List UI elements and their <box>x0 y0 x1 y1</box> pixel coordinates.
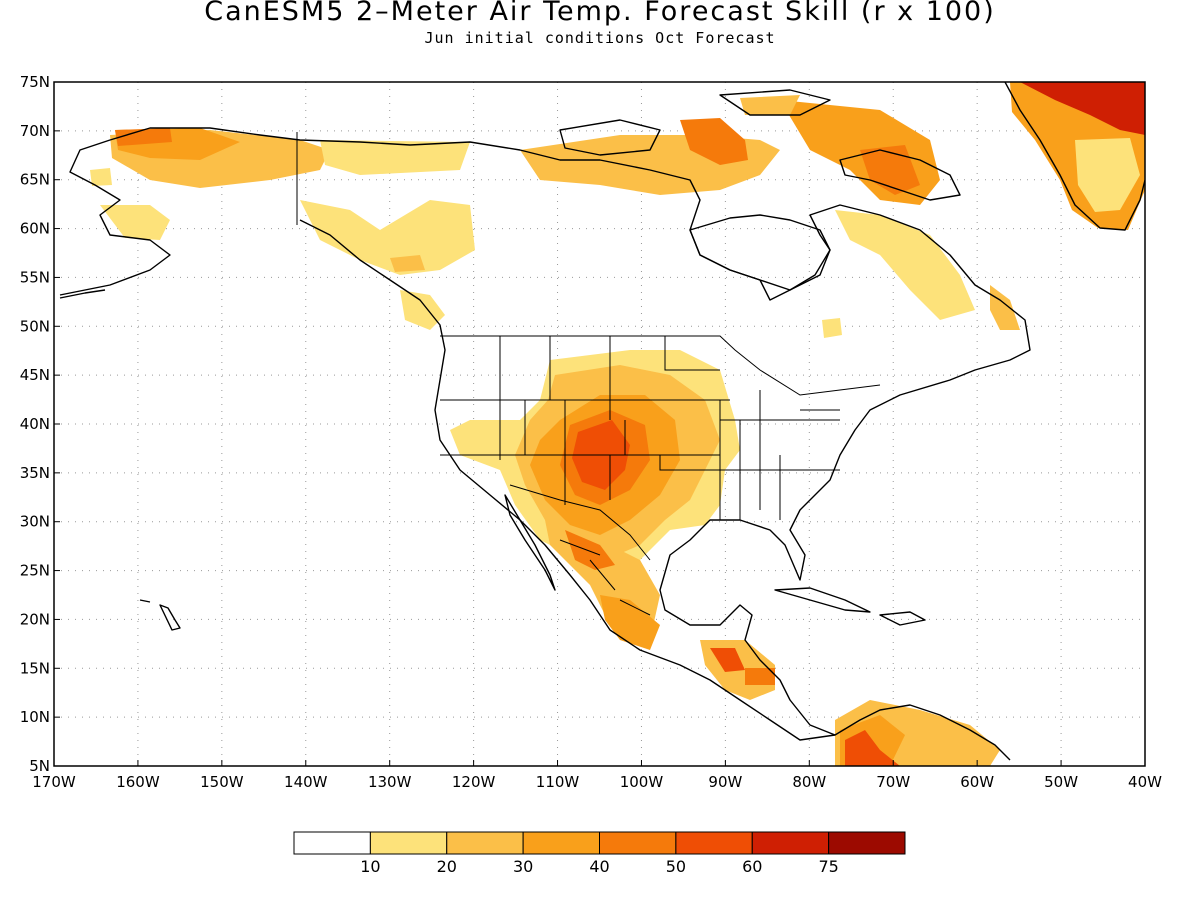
victoria-island <box>559 119 661 156</box>
hudson-spot-skill <box>822 318 842 338</box>
lon-label: 120W <box>452 773 496 791</box>
ellesmere-island <box>719 89 831 116</box>
yukon-skill <box>300 200 475 275</box>
lat-label: 25N <box>20 562 50 580</box>
alaska-sw-skill <box>100 205 170 240</box>
colorbar-label: 20 <box>437 857 457 876</box>
beaufort-skill <box>320 140 470 175</box>
hispaniola <box>879 611 926 626</box>
lon-label: 160W <box>116 773 160 791</box>
latitude-labels: 75N 70N 65N 60N 55N 50N 45N 40N 35N 30N 25N 20N 15N 1… <box>20 73 50 775</box>
lat-label: 50N <box>20 317 50 335</box>
lat-label: 65N <box>20 171 50 189</box>
lon-label: 90W <box>708 773 742 791</box>
lon-label: 100W <box>620 773 664 791</box>
lon-label: 70W <box>876 773 910 791</box>
greenland-skill-low <box>1075 138 1140 212</box>
lat-label: 30N <box>20 513 50 531</box>
colorbar-swatch <box>446 831 524 855</box>
yukon-skill-spot <box>390 255 425 272</box>
skill-shading <box>90 82 1145 766</box>
bc-coast-skill <box>400 290 445 330</box>
longitude-ticks <box>53 760 1146 766</box>
lat-label: 75N <box>20 73 50 91</box>
hudson-bay <box>689 214 831 291</box>
lon-label: 50W <box>1044 773 1078 791</box>
colorbar-swatch <box>369 831 448 855</box>
coastlines <box>59 82 1145 761</box>
lat-label: 60N <box>20 220 50 238</box>
colorbar-labels: 10 20 30 40 50 60 75 <box>360 857 839 876</box>
pacific-coast <box>299 219 836 741</box>
colorbar-label: 30 <box>513 857 533 876</box>
ellesmere-skill <box>740 95 800 115</box>
colorbar-swatch <box>828 831 906 855</box>
caribbean-spot-skill <box>745 668 775 685</box>
lat-label: 70N <box>20 122 50 140</box>
cuba <box>774 587 871 613</box>
baffin-island <box>839 149 961 201</box>
colorbar-swatch <box>293 831 371 855</box>
mexico-skill-high <box>565 530 615 570</box>
greenland-skill-high <box>1020 82 1145 135</box>
lat-label: 20N <box>20 610 50 628</box>
alaska-west-skill <box>90 168 112 186</box>
colorbar-swatch <box>522 831 600 855</box>
colorbar-swatch <box>751 831 830 855</box>
west-coast <box>59 127 1031 761</box>
alaska-skill-high <box>115 128 172 146</box>
colorbar-label: 40 <box>589 857 609 876</box>
lat-label: 10N <box>20 708 50 726</box>
lon-label: 60W <box>960 773 994 791</box>
lat-label: 40N <box>20 415 50 433</box>
latitude-ticks <box>54 81 60 767</box>
lat-label: 35N <box>20 464 50 482</box>
aleutians <box>59 289 106 299</box>
map-subtitle: Jun initial conditions Oct Forecast <box>424 29 776 47</box>
mexico-south-skill <box>600 595 660 650</box>
lon-label: 150W <box>200 773 244 791</box>
lon-label: 170W <box>32 773 76 791</box>
greenland-coast <box>1004 82 1145 231</box>
colorbar-label: 75 <box>818 857 838 876</box>
lat-label: 15N <box>20 659 50 677</box>
lon-label: 130W <box>368 773 412 791</box>
baja-california <box>504 494 556 591</box>
colorbar <box>293 831 906 855</box>
us-mexico-border <box>509 484 651 561</box>
newfoundland-skill <box>990 285 1020 330</box>
colorbar-swatch <box>599 831 677 855</box>
mexico-state-lines <box>559 539 651 616</box>
labrador-skill <box>835 210 975 320</box>
lon-label: 40W <box>1128 773 1162 791</box>
baffin-skill-high <box>860 145 920 195</box>
lon-label: 110W <box>536 773 580 791</box>
lat-label: 5N <box>29 757 50 775</box>
state-lines <box>440 336 840 520</box>
colorbar-label: 60 <box>742 857 762 876</box>
lon-label: 140W <box>284 773 328 791</box>
colorbar-label: 10 <box>360 857 380 876</box>
arctic-arch-skill-high <box>680 118 748 165</box>
lat-label: 55N <box>20 268 50 286</box>
lat-label: 45N <box>20 366 50 384</box>
colorbar-swatch <box>675 831 753 855</box>
south-america-skill-core <box>845 730 900 766</box>
map-title: CanESM5 2–Meter Air Temp. Forecast Skill… <box>204 0 996 27</box>
longitude-labels: 170W 160W 150W 140W 130W 120W 110W 100W 90W 80W 70… <box>32 773 1162 791</box>
lon-label: 80W <box>792 773 826 791</box>
hawaii <box>139 599 181 631</box>
political-borders <box>296 132 881 616</box>
central-america-skill-high <box>710 648 745 672</box>
colorbar-label: 50 <box>666 857 686 876</box>
us-canada-border <box>440 335 881 396</box>
